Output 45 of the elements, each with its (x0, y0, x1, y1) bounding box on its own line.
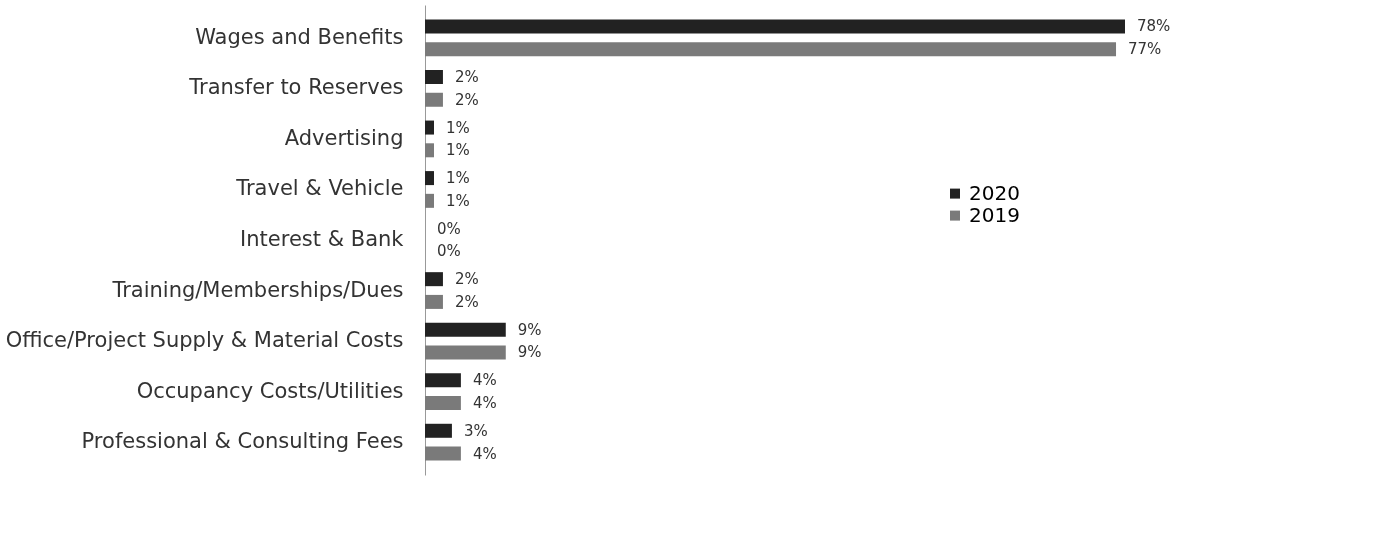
bar (425, 70, 443, 85)
bar (425, 143, 434, 158)
data-label: 4% (472, 444, 497, 463)
bar (425, 395, 461, 410)
data-label: 4% (472, 371, 497, 390)
y-tick-label: Travel & Vehicle (235, 176, 404, 201)
bar (425, 92, 443, 107)
bar (425, 294, 443, 309)
y-tick-label: Transfer to Reserves (188, 75, 404, 100)
y-tick-label: Advertising (284, 125, 404, 150)
bar (425, 272, 443, 287)
data-label: 1% (445, 118, 470, 137)
data-label: 4% (472, 393, 497, 412)
bar (425, 446, 461, 461)
data-label: 2% (454, 68, 479, 87)
data-label: 2% (454, 270, 479, 289)
data-label: 77% (1128, 40, 1162, 59)
legend-label: 2019 (969, 202, 1020, 227)
data-label: 1% (445, 169, 470, 188)
data-label: 1% (445, 191, 470, 210)
data-label: 9% (517, 343, 542, 362)
legend-label: 2020 (969, 180, 1020, 205)
bar (425, 42, 1117, 57)
data-label: 2% (454, 292, 479, 311)
data-label: 1% (445, 141, 470, 160)
bar (425, 322, 506, 337)
y-tick-label: Training/Memberships/Dues (111, 277, 404, 302)
y-tick-label: Professional & Consulting Fees (81, 429, 404, 454)
bar (425, 19, 1125, 34)
y-tick-label: Interest & Bank (240, 227, 405, 251)
data-label: 0% (437, 242, 461, 261)
bar (425, 120, 434, 135)
bar (425, 171, 434, 186)
y-tick-label: Office/Project Supply & Material Costs (5, 328, 404, 353)
bar (425, 373, 461, 388)
data-label: 9% (517, 320, 542, 339)
bar (425, 345, 506, 360)
data-label: 2% (454, 90, 479, 109)
bar (425, 423, 452, 438)
y-tick-label: Occupancy Costs/Utilities (136, 378, 404, 403)
y-tick-label: Wages and Benefits (195, 24, 404, 49)
data-label: 78% (1137, 17, 1171, 36)
data-label: 0% (437, 219, 461, 238)
bar (425, 193, 434, 208)
data-label: 3% (463, 421, 488, 440)
